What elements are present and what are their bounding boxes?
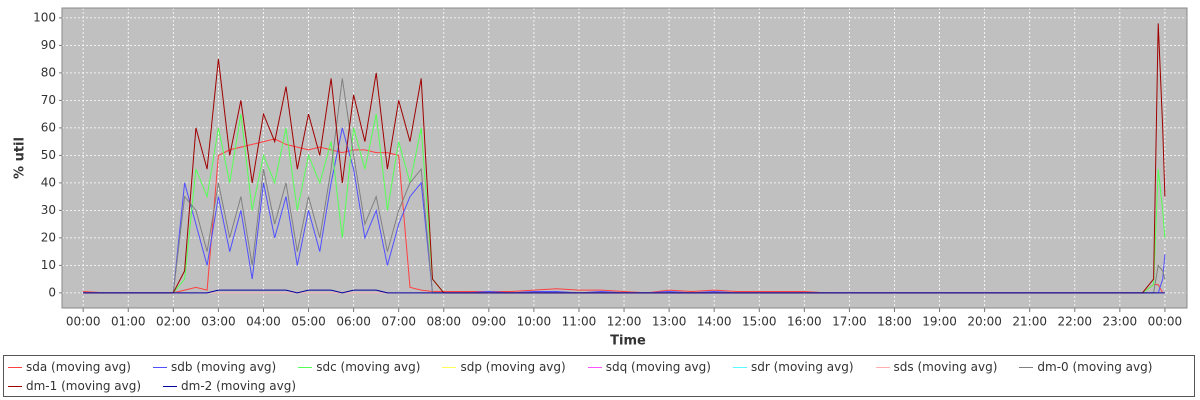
x-tick-label: 15:00 [742,315,777,329]
legend-item: sdb (moving avg) [152,358,277,377]
y-tick-label: 20 [41,230,56,244]
legend-label: sds (moving avg) [893,360,998,374]
x-tick-label: 07:00 [381,315,416,329]
plot-border [61,7,1188,309]
legend-swatch [732,367,747,368]
y-axis-title: % util [13,137,28,179]
x-axis-title: Time [610,334,646,349]
x-tick-label: 00:00 [1148,315,1183,329]
series-line [83,289,1165,294]
x-tick-label: 14:00 [697,315,732,329]
legend-item: sdr (moving avg) [732,358,854,377]
x-tick-label: 01:00 [111,315,146,329]
x-tick-label: 06:00 [336,315,371,329]
legend-label: dm-0 (moving avg) [1037,360,1153,374]
y-tick-label: 40 [41,175,56,189]
y-tick-label: 60 [41,120,56,134]
legend-swatch [8,367,22,368]
x-tick-label: 20:00 [967,315,1002,329]
x-tick-label: 11:00 [562,315,597,329]
legend-item: sdc (moving avg) [298,358,420,377]
x-tick-label: 13:00 [652,315,687,329]
x-tick-label: 08:00 [426,315,461,329]
legend-item: dm-1 (moving avg) [8,377,141,396]
x-tick-label: 19:00 [922,315,957,329]
x-tick-label: 10:00 [517,315,552,329]
legend-swatch [442,367,457,368]
plot-area [62,8,1187,308]
legend-item: sdp (moving avg) [442,358,566,377]
x-tick-label: 03:00 [201,315,236,329]
x-tick-label: 18:00 [877,315,912,329]
x-tick-label: 09:00 [472,315,507,329]
legend-label: dm-2 (moving avg) [181,379,297,393]
legend-swatch [875,367,890,368]
y-tick-label: 0 [48,285,56,299]
legend-swatch [587,367,602,368]
y-tick-label: 70 [41,93,56,107]
legend-swatch [8,386,22,387]
legend-swatch [163,386,178,387]
y-tick-label: 100 [33,10,56,24]
legend-swatch [298,367,313,368]
legend-label: sda (moving avg) [26,360,131,374]
legend-label: sdb (moving avg) [170,360,277,374]
x-tick-label: 12:00 [607,315,642,329]
x-tick-label: 21:00 [1012,315,1047,329]
legend-label: sdr (moving avg) [750,360,854,374]
y-tick-label: 90 [41,38,56,52]
x-tick-label: 17:00 [832,315,867,329]
x-tick-label: 22:00 [1057,315,1092,329]
legend-item: sdq (moving avg) [587,358,711,377]
legend-swatch [1019,367,1034,368]
y-tick-label: 50 [41,148,56,162]
legend-label: sdc (moving avg) [316,360,421,374]
x-tick-label: 02:00 [156,315,191,329]
legend: sda (moving avg) sdb (moving avg) sdc (mov… [3,355,1195,397]
x-tick-label: 00:00 [66,315,101,329]
y-tick-label: 10 [41,258,56,272]
legend-label: dm-1 (moving avg) [26,379,142,393]
x-tick-label: 23:00 [1103,315,1138,329]
x-tick-label: 16:00 [787,315,822,329]
legend-item: sds (moving avg) [875,358,998,377]
legend-item: sda (moving avg) [8,358,131,377]
legend-label: sdp (moving avg) [460,360,566,374]
legend-label: sdq (moving avg) [605,360,711,374]
chart: Time % util 0 10 20 30 40 50 60 70 80 90 100 00:00 0… [13,7,1188,349]
y-tick-label: 30 [41,203,56,217]
y-tick-label: 80 [41,65,56,79]
x-tick-label: 05:00 [291,315,326,329]
legend-swatch [152,367,167,368]
legend-item: dm-0 (moving avg) [1019,358,1152,377]
x-tick-label: 04:00 [246,315,281,329]
legend-item: dm-2 (moving avg) [163,377,296,396]
